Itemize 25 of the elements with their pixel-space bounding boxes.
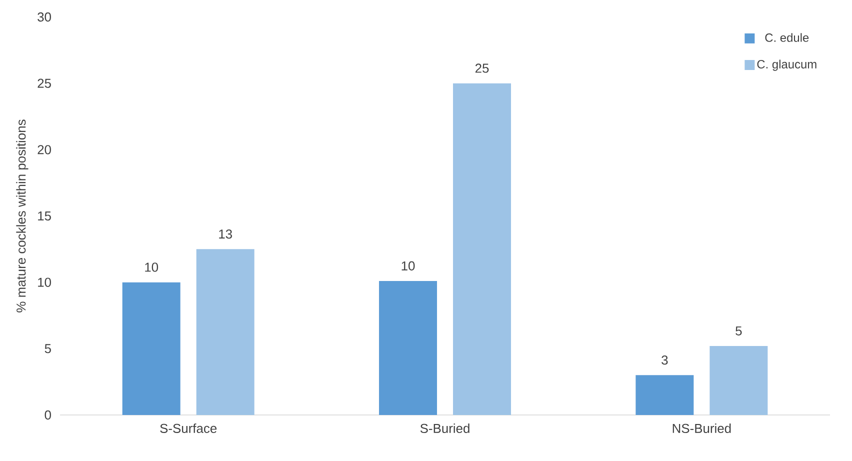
bar xyxy=(379,280,438,415)
x-tick-label: NS-Buried xyxy=(672,423,731,434)
y-tick-label: 10 xyxy=(38,278,51,287)
legend-label: C. glaucum xyxy=(757,60,816,71)
data-label: 3 xyxy=(662,355,668,365)
y-tick-label: 0 xyxy=(44,410,51,420)
y-tick-label: 25 xyxy=(38,78,51,88)
bar xyxy=(636,375,694,415)
bar xyxy=(122,282,180,415)
y-tick-label: 5 xyxy=(44,344,51,354)
data-label: 5 xyxy=(736,326,742,336)
y-tick-label: 15 xyxy=(38,211,51,220)
y-axis-title: % mature cockles within positions xyxy=(16,120,28,312)
x-tick-label: S-Surface xyxy=(160,423,217,433)
bar xyxy=(196,249,254,415)
legend-label: C. edule xyxy=(765,33,809,42)
y-tick-label: 30 xyxy=(38,12,51,22)
data-label: 25 xyxy=(475,64,489,73)
bar xyxy=(710,346,768,415)
x-tick-label: S-Buried xyxy=(420,423,470,434)
data-label: 13 xyxy=(219,229,232,239)
bar xyxy=(453,83,512,415)
y-tick-label: 20 xyxy=(38,145,51,154)
data-label: 10 xyxy=(145,262,158,272)
data-label: 10 xyxy=(402,261,415,270)
